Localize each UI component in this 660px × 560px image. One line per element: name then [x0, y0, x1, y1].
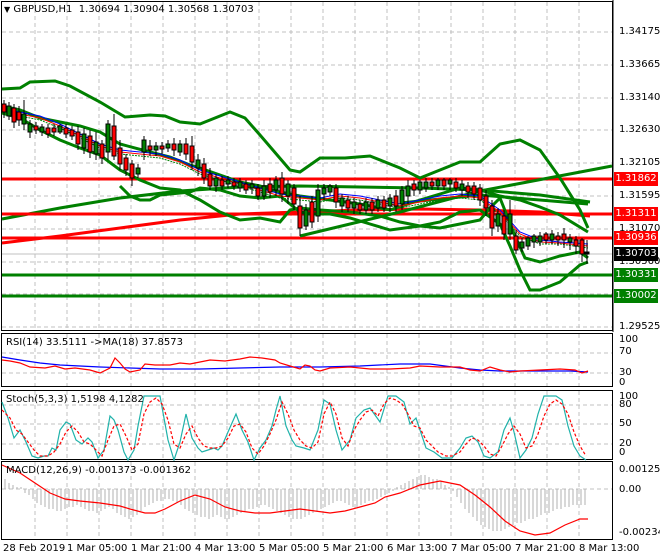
stochastic-label: Stoch(5,3,3) 1,5198 4,1282 [6, 394, 144, 405]
rsi-label: RSI(14) 33.5111 ->MA(18) 37.8573 [6, 337, 183, 348]
price-tick: 1.30560 [619, 256, 660, 267]
price-tick: 1.31595 [619, 190, 660, 201]
rsi-tick: 100 [619, 334, 639, 345]
price-chart-panel[interactable]: ▼ GBPUSD,H1 1.30694 1.30904 1.30568 1.30… [0, 0, 660, 332]
time-tick: 1 Mar 05:00 [67, 543, 128, 554]
macd-panel[interactable]: MACD(12,26,9) -0.001373 -0.001362 0.0012… [0, 461, 660, 541]
time-tick: 7 Mar 21:00 [515, 543, 576, 554]
price-tick: 1.31070 [619, 223, 660, 234]
rsi-tick: 0 [619, 377, 626, 388]
stoch-tick: 80 [619, 399, 632, 410]
time-tick: 1 Mar 21:00 [131, 543, 192, 554]
macd-tick: 0.00 [619, 484, 642, 495]
price-tick: 1.34175 [619, 26, 660, 37]
rsi-canvas[interactable] [0, 333, 660, 388]
triangle-down-icon[interactable]: ▼ [4, 5, 11, 14]
time-tick: 6 Mar 13:00 [387, 543, 448, 554]
low-value: 1.30568 [167, 4, 210, 15]
macd-label: MACD(12,26,9) -0.001373 -0.001362 [6, 465, 191, 476]
current-price-tag: 1.30703 [614, 247, 658, 261]
stoch-tick: 100 [619, 391, 639, 402]
price-tick: 1.32105 [619, 157, 660, 168]
level-tag-resistance: 1.31311 [614, 207, 658, 221]
level-tag-resistance: 1.31862 [614, 172, 658, 186]
price-tick: 1.33140 [619, 92, 660, 103]
stochastic-panel[interactable]: Stoch(5,3,3) 1,5198 4,1282 100 80 50 20 … [0, 390, 660, 461]
time-tick: 28 Feb 2019 [3, 543, 66, 554]
price-tick: 1.33665 [619, 59, 660, 70]
time-tick: 7 Mar 05:00 [451, 543, 512, 554]
stoch-tick: 0 [619, 447, 626, 458]
price-tick: 1.32630 [619, 124, 660, 135]
symbol-label: GBPUSD,H1 [13, 4, 73, 15]
time-tick: 8 Mar 13:00 [579, 543, 640, 554]
price-chart-canvas[interactable] [0, 0, 660, 332]
stoch-tick: 50 [619, 418, 632, 429]
price-tick: 1.29525 [619, 321, 660, 332]
macd-tick: 0.001252 [619, 464, 660, 475]
stoch-tick: 20 [619, 438, 632, 449]
rsi-tick: 30 [619, 367, 632, 378]
open-value: 1.30694 [78, 4, 121, 15]
chart-title: ▼ GBPUSD,H1 1.30694 1.30904 1.30568 1.30… [4, 4, 254, 15]
time-tick: 5 Mar 21:00 [323, 543, 384, 554]
close-value: 1.30703 [212, 4, 254, 15]
high-value: 1.30904 [123, 4, 165, 15]
macd-canvas[interactable] [0, 461, 660, 541]
level-tag-support: 1.30002 [614, 289, 658, 303]
macd-tick: -0.002341 [619, 527, 660, 538]
level-tag-resistance: 1.30936 [614, 231, 658, 245]
level-tag-support: 1.30331 [614, 268, 658, 282]
time-tick: 4 Mar 13:00 [195, 543, 256, 554]
rsi-tick: 70 [619, 346, 632, 357]
rsi-panel[interactable]: RSI(14) 33.5111 ->MA(18) 37.8573 100 70 … [0, 333, 660, 388]
stochastic-canvas[interactable] [0, 390, 660, 461]
time-tick: 5 Mar 05:00 [259, 543, 320, 554]
